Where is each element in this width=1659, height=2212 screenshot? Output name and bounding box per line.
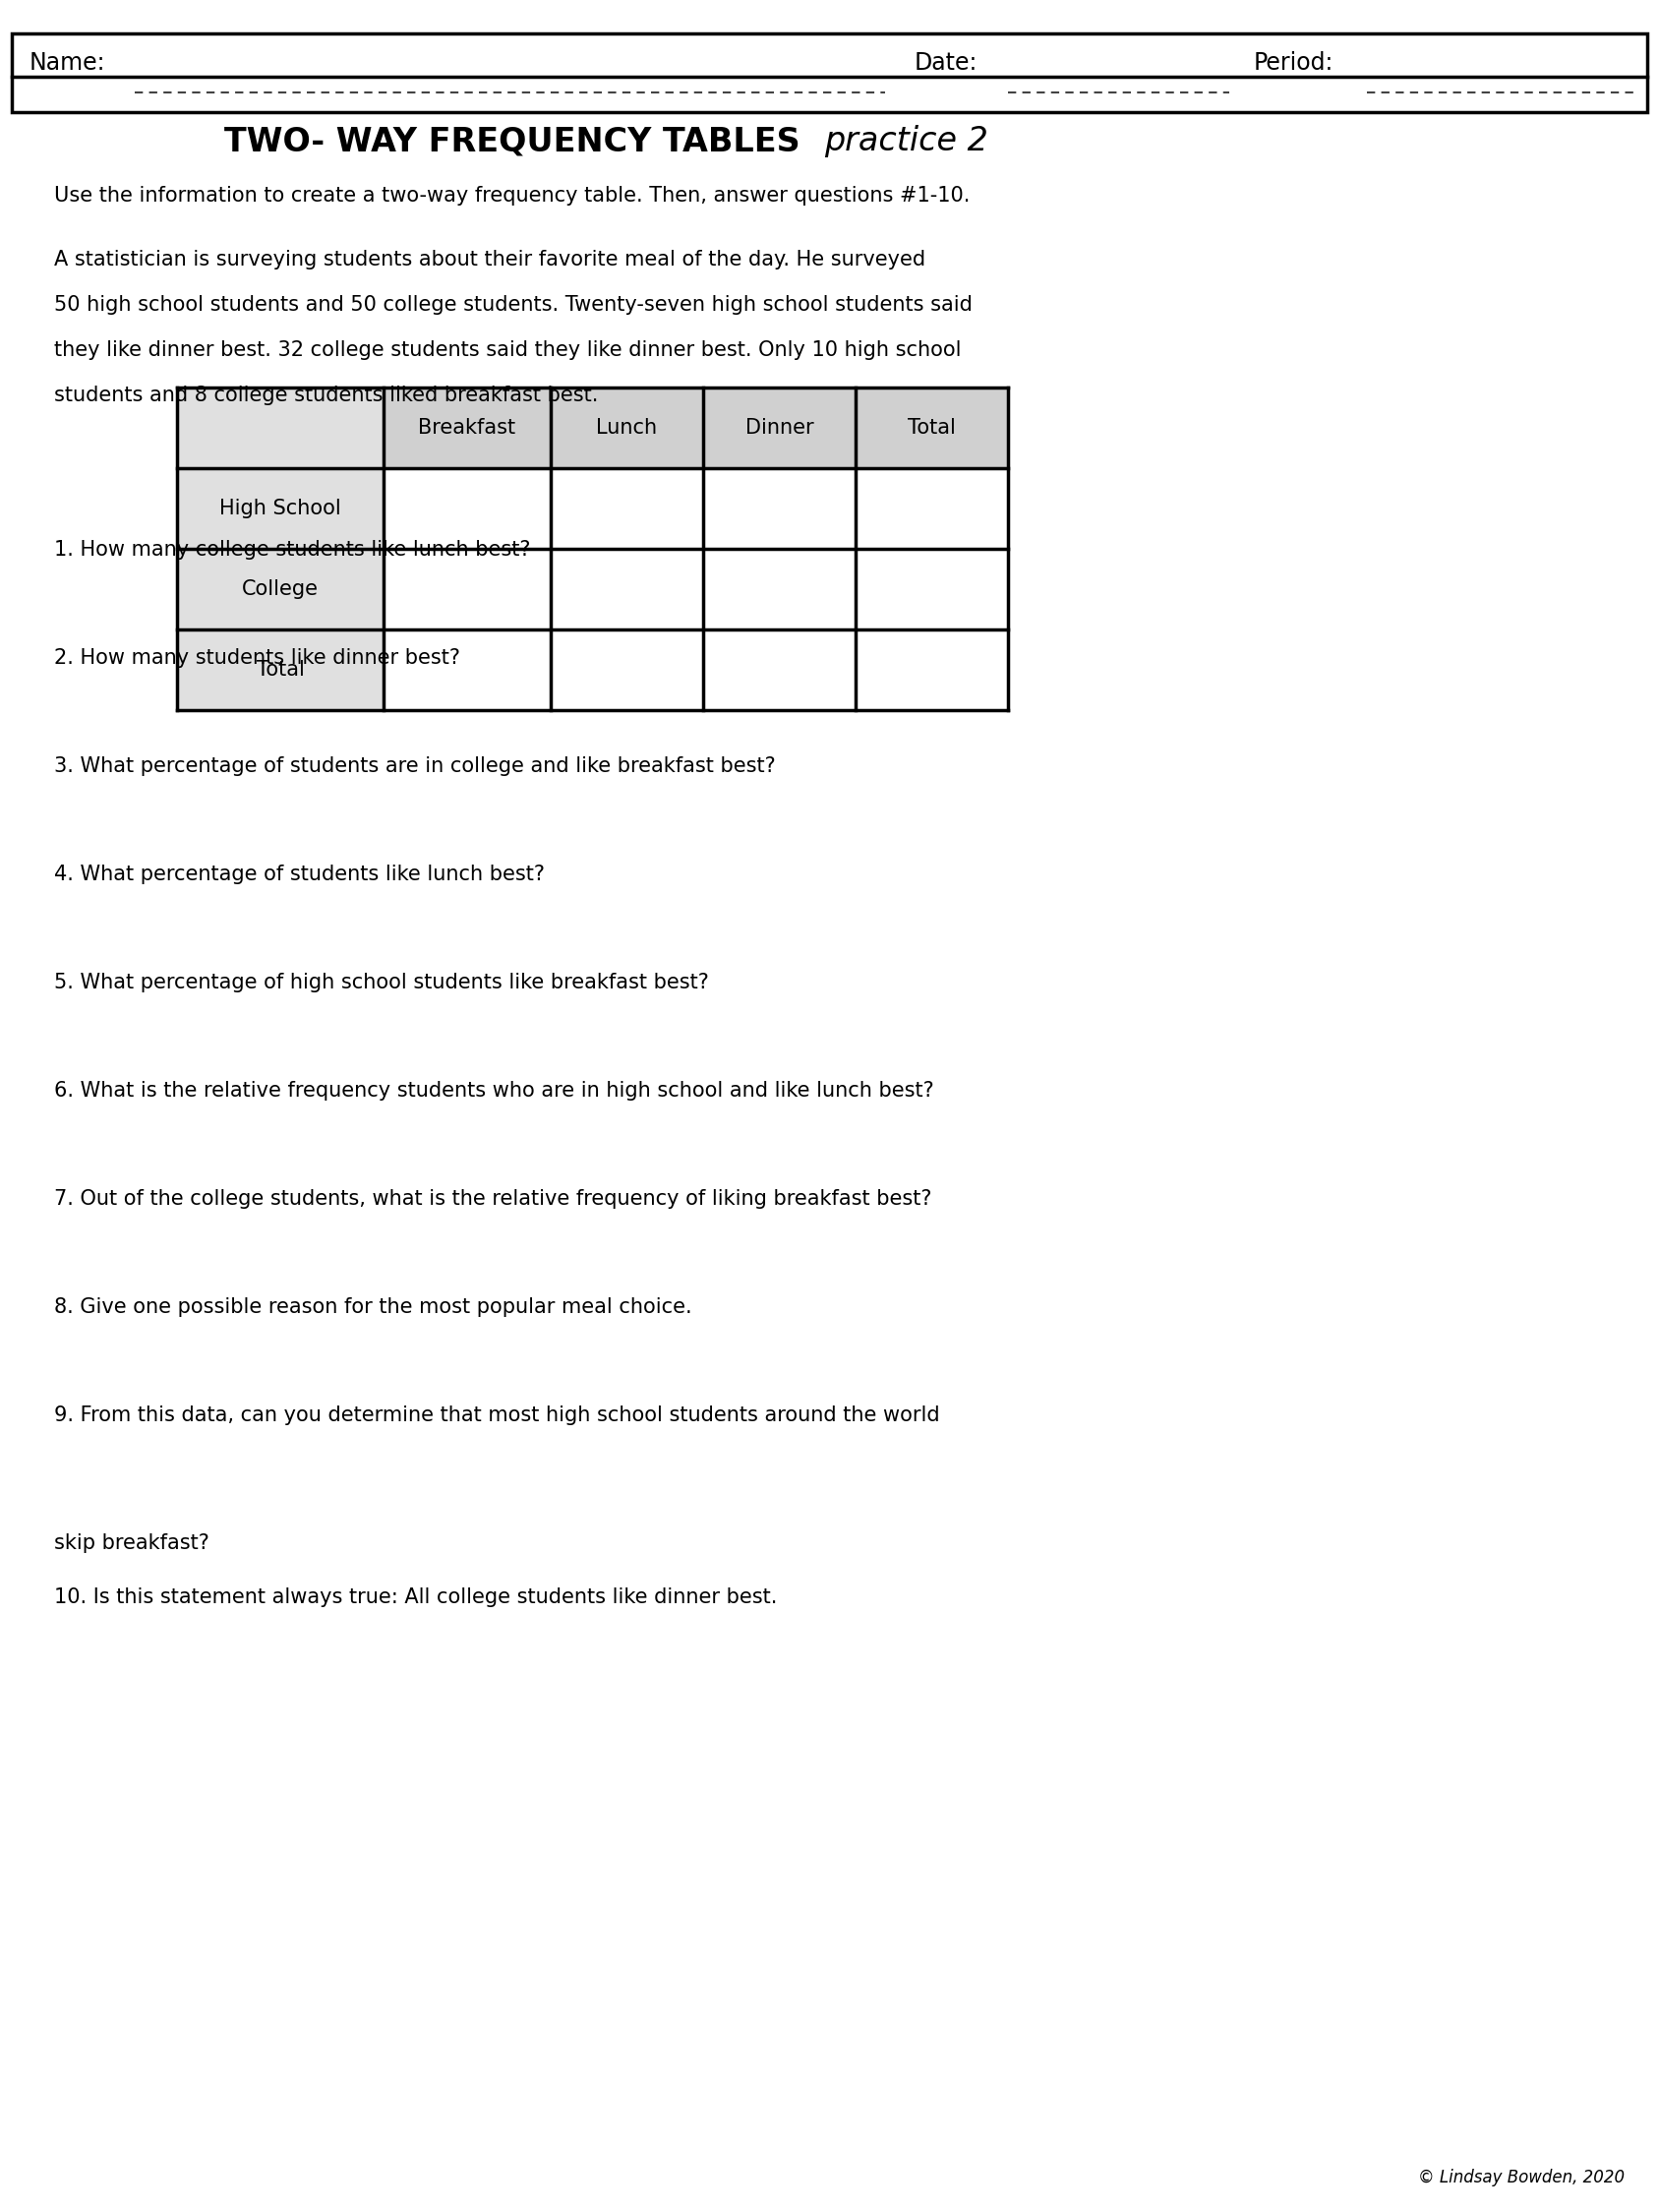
- Text: Total: Total: [255, 659, 304, 679]
- Text: they like dinner best. 32 college students said they like dinner best. Only 10 h: they like dinner best. 32 college studen…: [55, 341, 961, 361]
- Text: practice 2: practice 2: [825, 126, 989, 157]
- Text: Lunch: Lunch: [596, 418, 657, 438]
- Text: 50 high school students and 50 college students. Twenty-seven high school studen: 50 high school students and 50 college s…: [55, 294, 972, 314]
- Bar: [12, 33, 1647, 113]
- Text: Total: Total: [907, 418, 956, 438]
- Text: 3. What percentage of students are in college and like breakfast best?: 3. What percentage of students are in co…: [55, 757, 776, 776]
- Bar: [178, 469, 383, 549]
- Text: © Lindsay Bowden, 2020: © Lindsay Bowden, 2020: [1418, 2168, 1624, 2185]
- Text: 8. Give one possible reason for the most popular meal choice.: 8. Give one possible reason for the most…: [55, 1296, 692, 1316]
- Text: A statistician is surveying students about their favorite meal of the day. He su: A statistician is surveying students abo…: [55, 250, 926, 270]
- Bar: [178, 387, 383, 469]
- Text: 4. What percentage of students like lunch best?: 4. What percentage of students like lunc…: [55, 865, 544, 885]
- Text: Use the information to create a two-way frequency table. Then, answer questions : Use the information to create a two-way …: [55, 186, 971, 206]
- Text: 6. What is the relative frequency students who are in high school and like lunch: 6. What is the relative frequency studen…: [55, 1082, 934, 1102]
- Text: 10. Is this statement always true: All college students like dinner best.: 10. Is this statement always true: All c…: [55, 1588, 778, 1608]
- Bar: [551, 387, 703, 469]
- Bar: [703, 387, 856, 469]
- Text: 5. What percentage of high school students like breakfast best?: 5. What percentage of high school studen…: [55, 973, 708, 993]
- Text: Breakfast: Breakfast: [418, 418, 516, 438]
- Text: 1. How many college students like lunch best?: 1. How many college students like lunch …: [55, 540, 531, 560]
- Text: students and 8 college students liked breakfast best.: students and 8 college students liked br…: [55, 385, 599, 405]
- Text: skip breakfast?: skip breakfast?: [55, 1533, 209, 1553]
- Bar: [178, 549, 383, 630]
- Bar: [383, 387, 551, 469]
- Text: Date:: Date:: [914, 51, 977, 75]
- Bar: [856, 387, 1009, 469]
- Text: Dinner: Dinner: [745, 418, 813, 438]
- Text: College: College: [242, 580, 319, 599]
- Text: 2. How many students like dinner best?: 2. How many students like dinner best?: [55, 648, 460, 668]
- Text: Name:: Name:: [30, 51, 106, 75]
- Text: TWO- WAY FREQUENCY TABLES: TWO- WAY FREQUENCY TABLES: [224, 126, 800, 157]
- Bar: [178, 630, 383, 710]
- Text: 7. Out of the college students, what is the relative frequency of liking breakfa: 7. Out of the college students, what is …: [55, 1190, 932, 1208]
- Text: High School: High School: [219, 498, 342, 518]
- Text: Period:: Period:: [1254, 51, 1334, 75]
- Text: 9. From this data, can you determine that most high school students around the w: 9. From this data, can you determine tha…: [55, 1405, 939, 1425]
